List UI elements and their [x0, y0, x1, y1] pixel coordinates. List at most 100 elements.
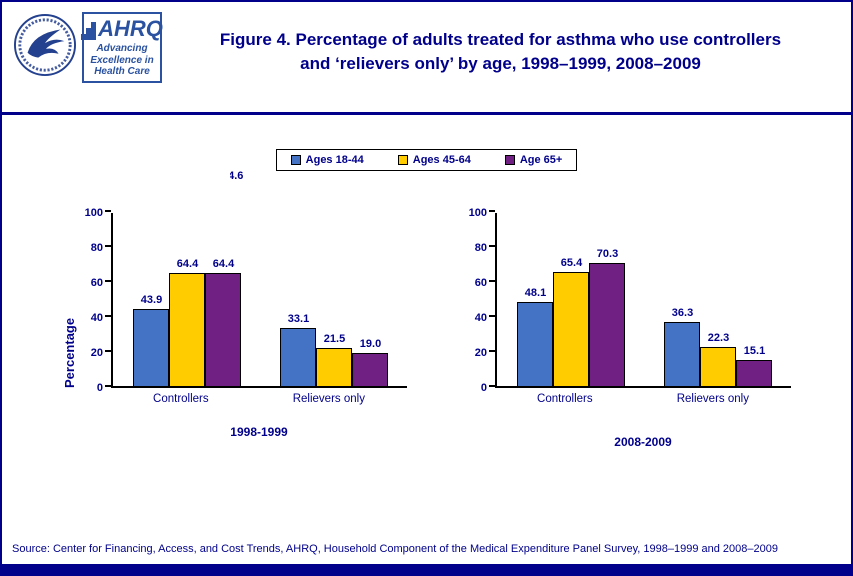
bar-ages-45-64: 22.3	[699, 332, 736, 386]
y-tick-mark	[105, 385, 111, 387]
legend-label: Age 65+	[519, 154, 563, 166]
legend-label: Ages 18-44	[305, 154, 364, 166]
chart-area: 0 20 40 60 80 100 43.9 64.4 64.4 33.1 21.5 19.0 Co…	[81, 208, 407, 439]
y-tick-label: 100	[468, 207, 487, 219]
category-label: Controllers	[153, 393, 209, 405]
ahrq-tagline: Advancing Excellence in Health Care	[90, 43, 154, 77]
bar-group: 36.3 22.3 15.1	[663, 307, 772, 386]
figure-title: Figure 4. Percentage of adults treated f…	[219, 30, 782, 73]
y-axis-title: Percentage	[62, 317, 77, 388]
bars-container: 48.1 65.4 70.3 36.3 22.3 15.1	[497, 213, 791, 386]
legend-swatch-icon	[504, 155, 515, 165]
y-tick-label: 60	[474, 277, 487, 289]
legend: Ages 18-44 Ages 45-64 Age 65+	[275, 149, 578, 171]
y-tick-mark	[489, 245, 495, 247]
chart-caption: 2008-2009	[614, 435, 672, 449]
legend-label: Ages 45-64	[412, 154, 471, 166]
hhs-seal-icon	[14, 14, 76, 76]
bar-value-label: 33.1	[287, 313, 310, 326]
bar-ages-18-44: 48.1	[516, 287, 553, 386]
header-rule	[2, 112, 851, 115]
y-tick-label: 80	[90, 242, 103, 254]
plot-area: 43.9 64.4 64.4 33.1 21.5 19.0	[105, 210, 407, 388]
legend-item: Age 65+	[504, 154, 563, 166]
bar-group: 48.1 65.4 70.3	[516, 248, 625, 386]
y-tick-label: 40	[90, 312, 103, 324]
bar-age-65+: 64.4	[204, 258, 241, 386]
stray-data-label-text: 64.6	[230, 170, 244, 182]
bar-value-label: 70.3	[596, 247, 619, 260]
bar-ages-18-44: 33.1	[279, 313, 316, 386]
footer-bar	[2, 564, 851, 574]
y-tick-label: 20	[474, 347, 487, 359]
legend-swatch-icon	[397, 155, 408, 165]
header: AHRQ Advancing Excellence in Health Care…	[2, 2, 851, 112]
y-tick-label: 0	[96, 382, 103, 394]
plot-column: 43.9 64.4 64.4 33.1 21.5 19.0 Controllers Reli…	[105, 210, 407, 439]
bar-ages-45-64: 65.4	[552, 257, 589, 386]
bar-ages-18-44: 43.9	[132, 294, 169, 386]
y-axis: 0 20 40 60 80 100	[465, 208, 495, 394]
bar-age-65+: 70.3	[588, 248, 625, 386]
title-wrap: Figure 4. Percentage of adults treated f…	[162, 12, 839, 76]
bar-value-label: 21.5	[323, 333, 346, 346]
ahrq-steps-icon	[81, 22, 97, 40]
y-tick-label: 60	[90, 277, 103, 289]
y-tick-mark	[489, 315, 495, 317]
y-tick-mark	[489, 385, 495, 387]
category-label: Relievers only	[292, 393, 365, 405]
category-label: Controllers	[537, 393, 593, 405]
ahrq-logo: AHRQ Advancing Excellence in Health Care	[81, 12, 163, 83]
plot-area: 48.1 65.4 70.3 36.3 22.3 15.1	[489, 210, 791, 388]
bar-value-label: 15.1	[743, 344, 766, 357]
plot-column: 48.1 65.4 70.3 36.3 22.3 15.1 Controllers Reli…	[489, 210, 791, 449]
bar-group: 43.9 64.4 64.4	[132, 258, 241, 386]
charts-row: Percentage 0 20 40 60 80 100 43.9 64.4 64.4 33.1…	[2, 208, 851, 449]
legend-item: Ages 18-44	[290, 154, 364, 166]
legend-swatch-icon	[290, 155, 301, 165]
stray-data-label: 64.6	[230, 170, 260, 185]
bar-value-label: 48.1	[524, 286, 547, 299]
bar-ages-45-64: 64.4	[168, 258, 205, 386]
y-tick-mark	[489, 280, 495, 282]
bar-value-label: 22.3	[707, 331, 730, 344]
chart-2008-2009: 0 20 40 60 80 100 48.1 65.4 70.3 36.3 22.3 15.1 Co…	[465, 208, 791, 449]
bar-value-label: 64.4	[212, 258, 235, 271]
chart-1998-1999: Percentage 0 20 40 60 80 100 43.9 64.4 64.4 33.1…	[62, 208, 407, 439]
y-tick-label: 40	[474, 312, 487, 324]
bars-container: 43.9 64.4 64.4 33.1 21.5 19.0	[113, 213, 407, 386]
legend-row: Ages 18-44 Ages 45-64 Age 65+	[2, 149, 851, 171]
y-tick-mark	[489, 210, 495, 212]
y-tick-mark	[105, 245, 111, 247]
bar-ages-45-64: 21.5	[315, 333, 352, 386]
logo-group: AHRQ Advancing Excellence in Health Care	[14, 12, 163, 83]
y-tick-mark	[105, 350, 111, 352]
source-text: Source: Center for Financing, Access, an…	[12, 542, 778, 555]
y-tick-mark	[105, 280, 111, 282]
y-axis: 0 20 40 60 80 100	[81, 208, 111, 394]
bar-value-label: 43.9	[140, 294, 163, 307]
y-tick-label: 0	[480, 382, 487, 394]
legend-item: Ages 45-64	[397, 154, 471, 166]
chart-area: 0 20 40 60 80 100 48.1 65.4 70.3 36.3 22.3 15.1 Co…	[465, 208, 791, 449]
chart-caption: 1998-1999	[230, 425, 288, 439]
bar-value-label: 19.0	[359, 337, 382, 350]
y-tick-label: 80	[474, 242, 487, 254]
ahrq-acronym: AHRQ	[98, 16, 163, 41]
bar-value-label: 36.3	[671, 307, 694, 320]
bar-age-65+: 19.0	[351, 338, 388, 386]
bar-age-65+: 15.1	[735, 345, 772, 386]
category-label: Relievers only	[676, 393, 749, 405]
ahrq-logo-row: AHRQ	[81, 18, 163, 40]
bar-group: 33.1 21.5 19.0	[279, 313, 388, 386]
bar-value-label: 65.4	[560, 256, 583, 269]
y-tick-label: 20	[90, 347, 103, 359]
y-tick-mark	[105, 210, 111, 212]
y-tick-mark	[489, 350, 495, 352]
y-tick-mark	[105, 315, 111, 317]
y-tick-label: 100	[84, 207, 103, 219]
bar-value-label: 64.4	[176, 258, 199, 271]
x-axis-labels: Controllers Relievers only	[495, 393, 791, 405]
bar-ages-18-44: 36.3	[663, 307, 700, 386]
